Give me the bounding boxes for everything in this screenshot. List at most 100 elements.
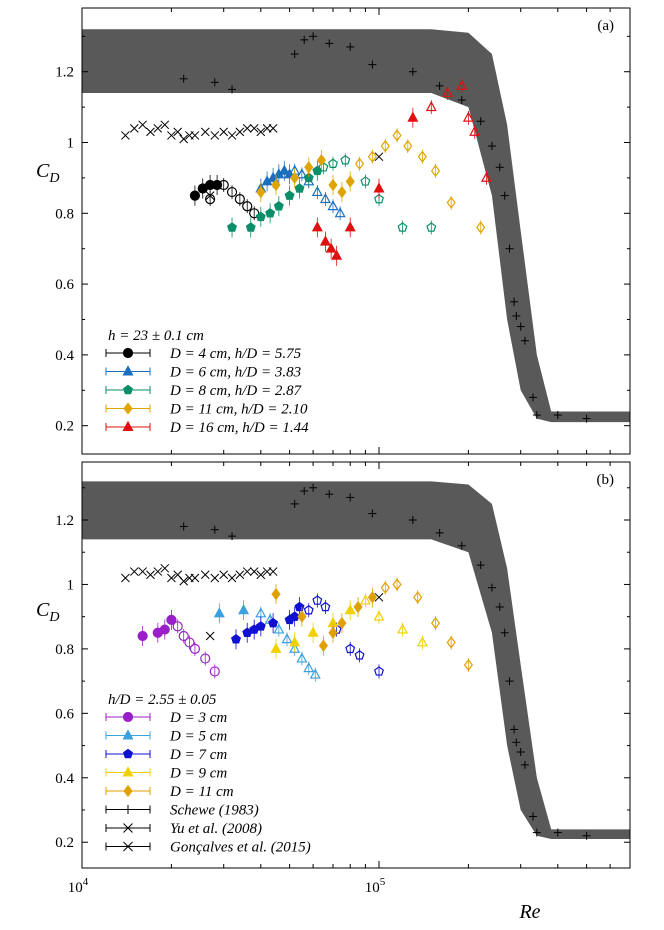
data-point bbox=[146, 570, 155, 580]
data-point bbox=[512, 738, 521, 747]
data-point-open bbox=[309, 668, 321, 679]
data-point-filled bbox=[271, 587, 281, 601]
data-point-filled bbox=[189, 190, 201, 201]
series-triangle bbox=[270, 593, 428, 659]
data-point-filled bbox=[294, 601, 305, 612]
data-point-filled bbox=[316, 154, 327, 167]
data-point-open bbox=[476, 221, 486, 234]
data-point-open bbox=[403, 139, 413, 153]
data-point-filled bbox=[311, 221, 323, 232]
data-point bbox=[190, 131, 200, 140]
data-point bbox=[374, 592, 384, 602]
data-point bbox=[228, 532, 237, 541]
legend-entry-label: D = 16 cm, h/D = 1.44 bbox=[169, 420, 309, 436]
data-point bbox=[160, 563, 170, 573]
data-point bbox=[346, 493, 355, 502]
data-point bbox=[160, 120, 170, 130]
data-point bbox=[476, 117, 485, 126]
y-tick-label: 0.2 bbox=[55, 835, 74, 851]
legend-marker bbox=[123, 784, 133, 798]
data-point-open bbox=[417, 150, 427, 163]
legend-marker bbox=[122, 729, 134, 740]
data-point-filled bbox=[166, 614, 177, 625]
data-point-filled bbox=[271, 178, 281, 192]
data-point bbox=[495, 163, 504, 172]
legend-marker bbox=[122, 711, 134, 723]
data-point-filled bbox=[265, 208, 276, 218]
legend-entry-label: D = 8 cm, h/D = 2.87 bbox=[169, 383, 303, 399]
data-point bbox=[179, 576, 189, 586]
legend-entry-label: D = 11 cm, h/D = 2.10 bbox=[169, 402, 308, 418]
data-point-filled bbox=[255, 211, 266, 222]
data-point-open bbox=[311, 185, 323, 197]
series-x bbox=[205, 152, 384, 200]
data-point bbox=[487, 142, 496, 151]
data-point-open bbox=[318, 162, 329, 172]
legend-marker bbox=[123, 402, 133, 415]
data-point-filled bbox=[256, 185, 266, 199]
data-point-open bbox=[178, 630, 189, 642]
y-tick-label: 0.6 bbox=[55, 277, 74, 293]
legend-marker bbox=[122, 420, 134, 431]
legend-marker bbox=[123, 823, 133, 833]
data-point-filled bbox=[273, 200, 284, 211]
data-point-open bbox=[334, 207, 346, 218]
data-point-open bbox=[430, 616, 441, 630]
data-point-open bbox=[327, 200, 339, 211]
data-point-open bbox=[480, 171, 492, 182]
data-point bbox=[256, 127, 266, 137]
data-point-filled bbox=[304, 161, 314, 174]
data-point bbox=[242, 123, 252, 133]
data-point-filled bbox=[284, 190, 295, 200]
data-point bbox=[495, 603, 504, 611]
data-point bbox=[516, 748, 525, 756]
data-point-open bbox=[328, 158, 338, 168]
data-point-open bbox=[303, 604, 314, 615]
data-point-open bbox=[446, 196, 456, 209]
legend-entry-label: D = 4 cm, h/D = 5.75 bbox=[169, 346, 302, 362]
data-point bbox=[179, 134, 189, 144]
data-point-filled bbox=[337, 616, 347, 630]
data-point-filled bbox=[255, 621, 266, 631]
legend-marker bbox=[123, 841, 133, 852]
data-point bbox=[300, 35, 309, 44]
data-point-open bbox=[354, 650, 365, 660]
data-point-filled bbox=[213, 607, 225, 618]
data-point bbox=[529, 393, 538, 402]
data-point bbox=[487, 583, 496, 592]
data-point-open bbox=[354, 157, 365, 170]
data-point bbox=[505, 244, 514, 253]
data-point-open bbox=[462, 111, 474, 122]
data-point-open bbox=[303, 662, 315, 673]
y-tick-label: 0.4 bbox=[55, 348, 74, 364]
y-axis-label: CD bbox=[36, 599, 59, 625]
data-point bbox=[500, 191, 509, 200]
data-point bbox=[210, 131, 220, 140]
data-point bbox=[249, 123, 259, 133]
data-point bbox=[435, 81, 444, 90]
legend-entry-label: Schewe (1983) bbox=[170, 803, 259, 819]
series-diamond bbox=[256, 128, 486, 235]
data-point-filled bbox=[331, 249, 343, 260]
data-point-open bbox=[242, 201, 253, 212]
y-tick-label: 0.6 bbox=[55, 706, 74, 722]
data-point-filled bbox=[344, 221, 356, 232]
data-point-open bbox=[397, 623, 409, 634]
data-point-filled bbox=[289, 611, 300, 621]
data-point bbox=[408, 67, 417, 76]
data-point bbox=[242, 567, 252, 576]
data-point-open bbox=[425, 100, 437, 112]
panel-label: (b) bbox=[597, 472, 615, 488]
data-point bbox=[153, 123, 163, 133]
y-tick-label: 1.2 bbox=[55, 513, 74, 529]
y-tick-label: 0.8 bbox=[55, 206, 74, 222]
data-point bbox=[129, 567, 139, 576]
legend-entry-label: D = 7 cm bbox=[169, 747, 227, 763]
data-point-filled bbox=[137, 630, 148, 642]
data-point-open bbox=[469, 125, 481, 136]
data-point-open bbox=[374, 666, 384, 676]
panel-b: 0.2 0.4 0.6 0.8 1 1.2 104 105 CD Re (b) h/D = 2.55 … bbox=[36, 461, 631, 923]
data-point bbox=[368, 509, 377, 518]
data-point-filled bbox=[238, 604, 250, 615]
